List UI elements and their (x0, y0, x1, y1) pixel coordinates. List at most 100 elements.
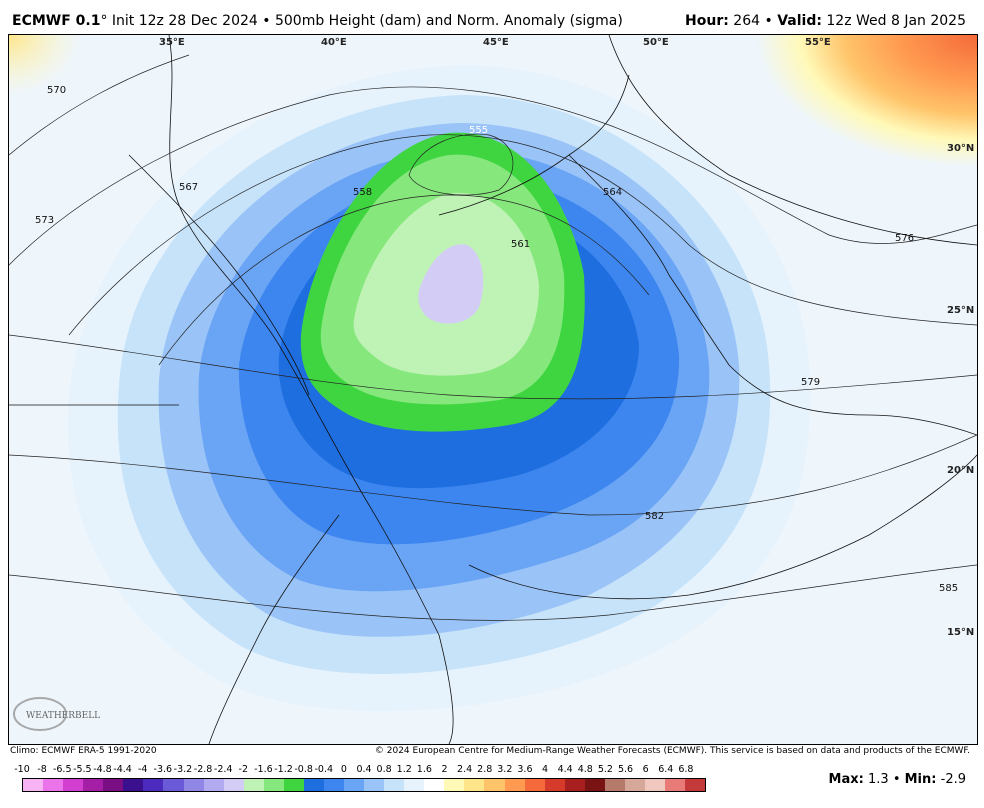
init-time: Init 12z 28 Dec 2024 (111, 13, 258, 29)
colorbar-labels: -10 -8 -6.5 -5.5 -4.8 -4.4 -4 -3.6 -3.2 -2.8 -2.4-… (14, 764, 704, 778)
header: ECMWF 0.1° Init 12z 28 Dec 2024 • 500mb … (0, 0, 984, 34)
lon-label-50: 50°E (643, 37, 669, 48)
colorbar-swatch (183, 779, 204, 791)
lon-label-35: 35°E (159, 37, 185, 48)
cold-anomaly-shading (67, 65, 811, 712)
colorbar-swatch (685, 779, 706, 791)
contour-label-2: 573 (35, 215, 54, 226)
colorbar-label: -4 (137, 764, 148, 775)
lon-label-40: 40°E (321, 37, 347, 48)
model-name: ECMWF 0.1 (12, 13, 101, 29)
colorbar-swatch (323, 779, 344, 791)
valid-label: Valid: (777, 13, 822, 29)
colorbar-swatch (544, 779, 565, 791)
colorbar-swatch (63, 779, 84, 791)
colorbar-swatch (384, 779, 405, 791)
lat-label-25: 25°N (947, 305, 974, 316)
separator-2: • (764, 13, 773, 29)
colorbar-swatch (23, 779, 44, 791)
colorbar-swatch (604, 779, 625, 791)
colorbar-label: 4 (542, 764, 549, 775)
colorbar-label: 3.2 (497, 764, 513, 775)
colorbar-label: 0.8 (376, 764, 392, 775)
colorbar-swatch (564, 779, 585, 791)
colorbar-label: 6.8 (678, 764, 694, 775)
colorbar-label: -2 (238, 764, 249, 775)
colorbar-label: -3.6 (153, 764, 173, 775)
contour-label-3: 567 (179, 182, 198, 193)
coastlines (9, 35, 977, 744)
contour-label-6: 561 (511, 239, 530, 250)
height-contours (9, 54, 977, 621)
colorbar-label: -0.8 (294, 764, 313, 775)
colorbar-label: 1.6 (416, 764, 432, 775)
hour-value: 264 (733, 13, 761, 29)
colorbar: -10 -8 -6.5 -5.5 -4.8 -4.4 -4 -3.6 -3.2 -2.8 -2.4-… (14, 764, 706, 796)
colorbar-label: 2.8 (477, 764, 493, 775)
lat-label-20: 20°N (947, 465, 974, 476)
colorbar-swatch (143, 779, 164, 791)
colorbar-swatch (364, 779, 385, 791)
min-label: Min: (904, 772, 937, 787)
copyright-note: © 2024 European Centre for Medium-Range … (374, 746, 970, 756)
separator: • (262, 13, 271, 29)
colorbar-label: 0 (340, 764, 347, 775)
title-left: ECMWF 0.1° Init 12z 28 Dec 2024 • 500mb … (12, 13, 623, 29)
colorbar-label: 2 (441, 764, 448, 775)
logo-text: WEATHERBELL (26, 711, 100, 721)
contour-label-4: 558 (353, 187, 372, 198)
colorbar-swatch (464, 779, 485, 791)
colorbar-label: 4.4 (557, 764, 573, 775)
colorbar-label: -6.5 (52, 764, 72, 775)
title-right: Hour: 264 • Valid: 12z Wed 8 Jan 2025 (685, 13, 966, 29)
lon-label-45: 45°E (483, 37, 509, 48)
colorbar-swatch (123, 779, 144, 791)
colorbar-swatch (263, 779, 284, 791)
colorbar-swatch (303, 779, 324, 791)
colorbar-label: -10 (14, 764, 30, 775)
lat-label-15: 15°N (947, 627, 974, 638)
colorbar-swatch (83, 779, 104, 791)
colorbar-label: 5.6 (617, 764, 634, 775)
min-value: -2.9 (940, 772, 966, 787)
contour-label-5: 555 (469, 125, 488, 136)
climo-note: Climo: ECMWF ERA-5 1991-2020 (10, 746, 157, 756)
colorbar-label: -5.5 (73, 764, 92, 775)
max-min-stats: Max: 1.3 • Min: -2.9 (829, 772, 966, 787)
colorbar-label: -0.4 (314, 764, 334, 775)
colorbar-label: -8 (37, 764, 47, 775)
colorbar-swatch (504, 779, 525, 791)
max-label: Max: (828, 772, 864, 787)
colorbar-label: -1.6 (254, 764, 273, 775)
colorbar-swatch (283, 779, 304, 791)
colorbar-label: 5.2 (597, 764, 613, 775)
colorbar-label: 1.2 (396, 764, 412, 775)
colorbar-label: -4.4 (113, 764, 132, 775)
valid-value: 12z Wed 8 Jan 2025 (826, 13, 966, 29)
lon-label-55: 55°E (805, 37, 831, 48)
degree-sign: ° (100, 13, 108, 29)
contour-label-11: 585 (939, 583, 958, 594)
contour-label-7: 564 (603, 187, 622, 198)
colorbar-swatch (404, 779, 425, 791)
colorbar-label: -4.8 (93, 764, 112, 775)
colorbar-label: 6.4 (658, 764, 674, 775)
colorbar-label: 0.4 (356, 764, 372, 775)
product-name: 500mb Height (dam) and Norm. Anomaly (si… (274, 13, 623, 29)
hour-label: Hour: (685, 13, 729, 29)
colorbar-swatch (665, 779, 686, 791)
graticule-labels: 35°E 40°E 45°E 50°E 55°E 30°N 25°N 20°N … (159, 37, 974, 638)
colorbar-swatch (163, 779, 184, 791)
colorbar-swatch (424, 779, 445, 791)
colorbar-swatch (103, 779, 124, 791)
colorbar-swatch (43, 779, 64, 791)
colorbar-label: -1.2 (274, 764, 293, 775)
colorbar-swatches (22, 778, 706, 792)
contour-label-9: 579 (801, 377, 820, 388)
map-panel: 570 573 567 558 555 561 564 576 579 582 … (8, 34, 978, 745)
lat-label-30: 30°N (947, 143, 974, 154)
colorbar-swatch (243, 779, 264, 791)
colorbar-label: 2.4 (457, 764, 473, 775)
colorbar-label: 4.8 (577, 764, 593, 775)
weatherbell-logo: WEATHERBELL (12, 692, 102, 734)
